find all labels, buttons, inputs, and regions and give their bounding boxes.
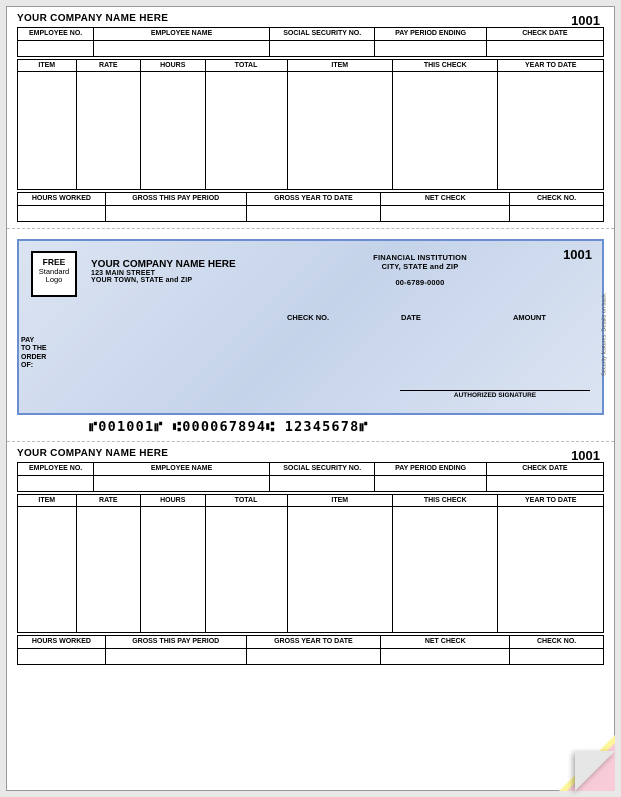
bottom-pay-stub: YOUR COMPANY NAME HERE 1001 EMPLOYEE NO.…	[7, 442, 614, 669]
col-gross-period: GROSS THIS PAY PERIOD	[105, 193, 246, 206]
perforation-top	[7, 228, 614, 229]
col-gross-ytd: GROSS YEAR TO DATE	[246, 193, 381, 206]
label-date: DATE	[401, 313, 421, 322]
label-check-no: CHECK NO.	[287, 313, 329, 322]
employee-header-table-top: EMPLOYEE NO. EMPLOYEE NAME SOCIAL SECURI…	[17, 27, 604, 57]
check-number-bottom: 1001	[571, 448, 600, 463]
bank-routing: 00-6789-0000	[335, 278, 505, 287]
col-total: TOTAL	[205, 59, 287, 72]
col-check-date: CHECK DATE	[486, 28, 603, 41]
col-item-right: ITEM	[287, 59, 392, 72]
earnings-table-bottom: ITEM RATE HOURS TOTAL ITEM THIS CHECK YE…	[17, 494, 604, 634]
col-hours-worked: HOURS WORKED	[18, 193, 106, 206]
check-sheet: YOUR COMPANY NAME HERE 1001 EMPLOYEE NO.…	[6, 6, 615, 791]
col-ytd: YEAR TO DATE	[498, 59, 604, 72]
label-amount: AMOUNT	[513, 313, 546, 322]
col-employee-name: EMPLOYEE NAME	[94, 28, 270, 41]
pay-to-order: PAY TO THE ORDER OF:	[21, 337, 47, 371]
micr-line: ⑈001001⑈ ⑆000067894⑆ 12345678⑈	[17, 415, 604, 437]
employee-header-table-bottom: EMPLOYEE NO. EMPLOYEE NAME SOCIAL SECURI…	[17, 462, 604, 492]
logo-l3: Logo	[33, 276, 75, 285]
col-net-check: NET CHECK	[381, 193, 510, 206]
col-ssn: SOCIAL SECURITY NO.	[269, 28, 374, 41]
bank-block: FINANCIAL INSTITUTION CITY, STATE and ZI…	[335, 253, 505, 287]
col-pay-period: PAY PERIOD ENDING	[375, 28, 486, 41]
col-check-no: CHECK NO.	[510, 193, 604, 206]
earnings-table-top: ITEM RATE HOURS TOTAL ITEM THIS CHECK YE…	[17, 59, 604, 191]
col-item-left: ITEM	[18, 59, 77, 72]
company-name-bottom: YOUR COMPANY NAME HERE	[17, 448, 604, 459]
signature-line: AUTHORIZED SIGNATURE	[400, 390, 590, 399]
check-face: 1001 FREE Standard Logo YOUR COMPANY NAM…	[17, 239, 604, 415]
check-address-1: 123 MAIN STREET	[91, 270, 236, 277]
check-panel: 1001 FREE Standard Logo YOUR COMPANY NAM…	[7, 231, 614, 439]
col-this-check: THIS CHECK	[393, 59, 498, 72]
top-pay-stub: YOUR COMPANY NAME HERE 1001 EMPLOYEE NO.…	[7, 7, 614, 226]
summary-table-top: HOURS WORKED GROSS THIS PAY PERIOD GROSS…	[17, 192, 604, 222]
bank-city: CITY, STATE and ZIP	[335, 262, 505, 271]
check-address-2: YOUR TOWN, STATE and ZIP	[91, 277, 236, 284]
col-rate: RATE	[76, 59, 140, 72]
summary-table-bottom: HOURS WORKED GROSS THIS PAY PERIOD GROSS…	[17, 635, 604, 665]
bank-name: FINANCIAL INSTITUTION	[335, 253, 505, 262]
check-number-face: 1001	[563, 247, 592, 262]
col-employee-no: EMPLOYEE NO.	[18, 28, 94, 41]
col-hours: HOURS	[141, 59, 205, 72]
logo-placeholder: FREE Standard Logo	[31, 251, 77, 297]
page-curl-icon	[555, 731, 615, 791]
check-company-block: YOUR COMPANY NAME HERE 123 MAIN STREET Y…	[91, 259, 236, 284]
security-note: Security features. Details on back.	[601, 293, 607, 376]
check-number-top: 1001	[571, 13, 600, 28]
company-name-top: YOUR COMPANY NAME HERE	[17, 13, 604, 24]
check-company-name: YOUR COMPANY NAME HERE	[91, 259, 236, 270]
